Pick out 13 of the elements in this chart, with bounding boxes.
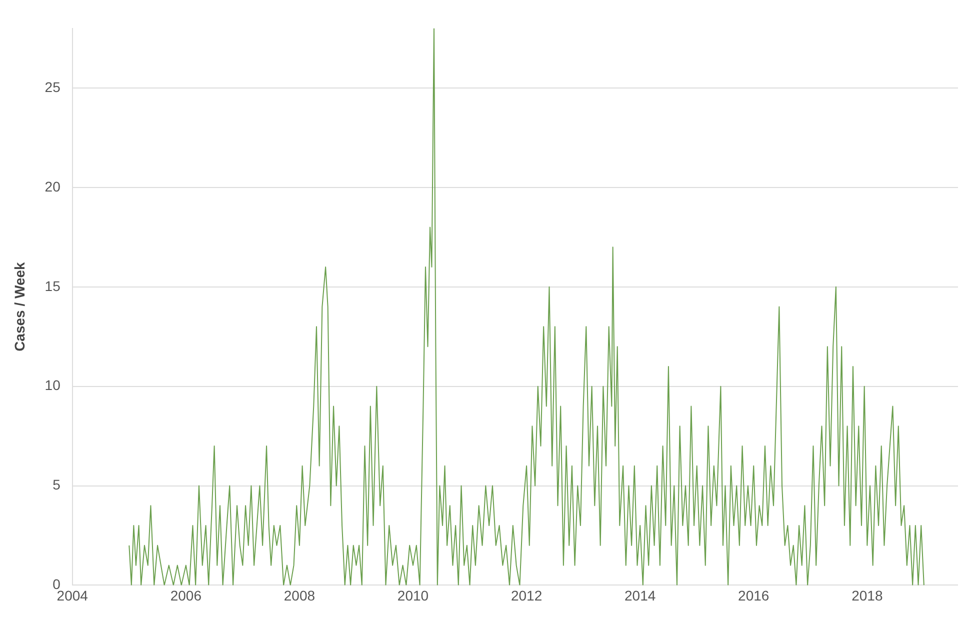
x-tick-label: 2014	[624, 587, 656, 604]
y-axis-title: Cases / Week	[11, 262, 28, 352]
x-tick-label: 2012	[510, 587, 542, 604]
y-tick-label: 20	[44, 178, 61, 194]
y-tick-label: 15	[44, 278, 61, 294]
x-tick-label: 2008	[284, 587, 316, 604]
x-tick-label: 2016	[738, 587, 770, 604]
x-tick-label: 2010	[397, 587, 429, 604]
x-tick-label: 2006	[170, 587, 202, 604]
y-tick-label: 10	[44, 377, 61, 394]
x-tick-label: 2018	[852, 587, 883, 604]
y-tick-label: 5	[52, 476, 61, 493]
y-tick-label: 25	[44, 78, 61, 95]
